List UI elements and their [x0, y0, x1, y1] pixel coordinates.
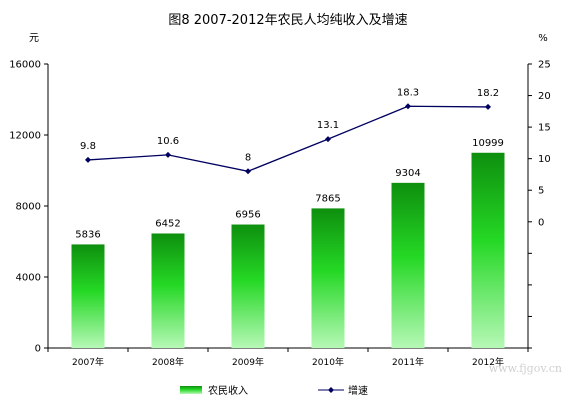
watermark: www.fjgov.cn — [489, 362, 562, 375]
left-tick-label: 4000 — [16, 273, 41, 284]
growth-value-label: 9.8 — [80, 141, 96, 152]
left-axis-unit: 元 — [29, 33, 39, 44]
plot-area: 0 4000 8000 12000 16000 0 5 10 15 20 25 5836 6452 695… — [9, 60, 551, 369]
growth-point — [405, 103, 411, 110]
growth-value-label: 8 — [245, 152, 251, 163]
chart-title: 图8 2007-2012年农民人均纯收入及增速 — [168, 13, 407, 28]
bar-value-label: 5836 — [75, 229, 100, 240]
growth-value-label: 10.6 — [157, 136, 179, 147]
x-tick-label: 2008年 — [152, 356, 184, 368]
x-tick-label: 2007年 — [72, 356, 104, 368]
bar — [71, 244, 105, 348]
left-tick-label: 16000 — [9, 60, 41, 71]
growth-point — [85, 156, 91, 163]
growth-value-label: 13.1 — [317, 120, 339, 131]
x-tick-label: 2011年 — [392, 356, 424, 368]
bar-value-label: 6452 — [155, 218, 180, 229]
right-tick-label: 10 — [538, 154, 551, 165]
legend-bar-swatch — [180, 386, 202, 394]
right-tick-label: 15 — [538, 123, 551, 134]
bar-value-label: 10999 — [472, 138, 504, 149]
growth-value-label: 18.2 — [477, 88, 499, 99]
legend-line-marker — [328, 387, 334, 393]
bar — [391, 182, 425, 348]
bar-value-label: 7865 — [315, 193, 340, 204]
bar — [471, 152, 505, 348]
left-tick-label: 8000 — [16, 202, 41, 213]
bar — [151, 233, 185, 348]
bar-value-label: 6956 — [235, 210, 260, 221]
x-tick-label: 2009年 — [232, 356, 264, 368]
bar-value-label: 9304 — [395, 168, 420, 179]
growth-value-label: 18.3 — [397, 87, 419, 98]
growth-point — [165, 151, 171, 158]
left-tick-label: 12000 — [9, 131, 41, 142]
legend-bar-label: 农民收入 — [208, 384, 248, 397]
right-tick-label: 5 — [538, 186, 544, 197]
x-tick-label: 2012年 — [472, 356, 504, 368]
legend-line-label: 增速 — [348, 384, 368, 397]
bar — [311, 208, 345, 348]
legend: 农民收入 增速 — [180, 384, 368, 397]
x-tick-label: 2010年 — [312, 356, 344, 368]
right-axis-unit: % — [538, 33, 548, 44]
growth-point — [325, 136, 331, 143]
right-tick-label: 20 — [538, 91, 551, 102]
right-tick-label: 0 — [538, 217, 544, 228]
left-tick-label: 0 — [35, 344, 41, 355]
growth-line — [87, 105, 489, 172]
bar — [231, 224, 265, 348]
growth-point — [485, 103, 491, 110]
growth-point — [245, 168, 251, 175]
right-tick-label: 25 — [538, 60, 551, 71]
